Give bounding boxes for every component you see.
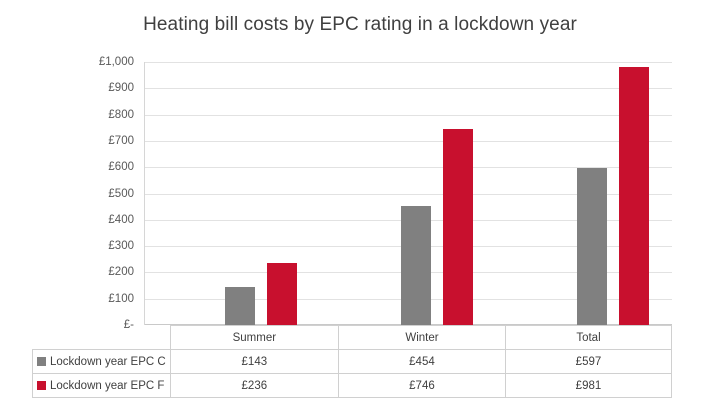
gridline [145,88,672,90]
gridline [145,62,672,63]
category-label-winter: Winter [337,325,506,350]
legend-label-epc-c: Lockdown year EPC C [50,355,166,368]
legend-label-epc-f: Lockdown year EPC F [50,379,165,392]
gridline [145,114,672,116]
bar-epc-f-summer[interactable] [267,262,297,325]
y-tick-label: £500 [108,187,134,200]
y-tick-label: £300 [108,240,134,253]
bar-epc-f-total[interactable] [619,67,649,325]
category-label-total: Total [504,325,673,350]
gridline [145,140,672,142]
bar-epc-c-summer[interactable] [225,287,255,325]
y-tick-label: £1,000 [98,56,134,68]
value-epc-c-total: £597 [504,349,673,374]
y-tick-label: £- [123,319,134,331]
square-swatch-grey-icon [37,356,46,366]
y-tick-label: £400 [108,213,134,226]
value-epc-f-summer: £236 [169,373,339,398]
table-category-row: Summer Winter Total [33,325,673,350]
square-swatch-red-icon [37,380,46,390]
y-tick-label: £200 [108,266,134,279]
legend-item-epc-c[interactable]: Lockdown year EPC C [32,349,171,374]
table-row: Lockdown year EPC F £236 £746 £981 [32,373,673,398]
gridline [145,193,672,195]
table-corner-cell [33,326,171,350]
value-epc-f-winter: £746 [337,373,506,398]
y-tick-label: £900 [108,82,134,95]
bar-epc-c-winter[interactable] [401,205,431,325]
bar-epc-c-total[interactable] [577,168,607,325]
bar-epc-f-winter[interactable] [443,128,473,325]
plot-area [144,62,672,325]
legend-item-epc-f[interactable]: Lockdown year EPC F [32,373,171,398]
y-tick-label: £600 [108,161,134,174]
y-tick-label: £700 [108,134,134,147]
y-tick-label: £800 [108,108,134,121]
table-row: Lockdown year EPC C £143 £454 £597 [32,349,673,374]
data-table: Summer Winter Total Lockdown year EPC C … [32,325,673,398]
gridline [145,167,672,169]
y-axis-labels: £1,000 £900 £800 £700 £600 £500 £400 £30… [0,56,140,331]
y-tick-label: £100 [108,292,134,305]
value-epc-f-total: £981 [504,373,673,398]
chart-title: Heating bill costs by EPC rating in a lo… [143,14,577,35]
value-epc-c-summer: £143 [169,349,339,374]
category-label-summer: Summer [169,325,339,350]
bars-layer [145,62,672,325]
value-epc-c-winter: £454 [337,349,506,374]
